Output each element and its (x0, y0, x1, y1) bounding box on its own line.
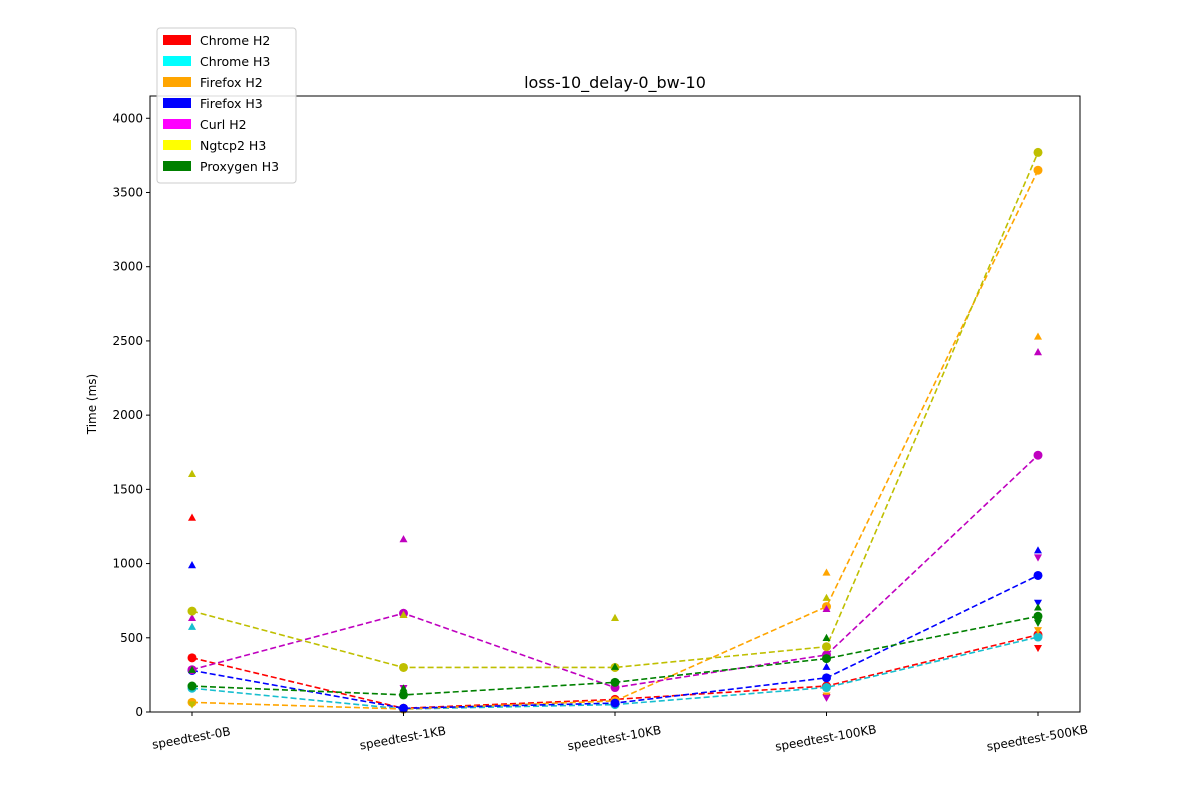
max-marker (1034, 332, 1042, 340)
max-marker (822, 633, 831, 641)
max-marker (822, 604, 831, 613)
min-marker (822, 694, 831, 702)
min-marker (1034, 627, 1042, 635)
legend-box (156, 27, 297, 184)
series-proxygen-h3 (187, 603, 1043, 700)
min-marker (188, 701, 196, 709)
plot-layer (187, 147, 1043, 714)
min-marker (1034, 619, 1042, 627)
max-marker (1034, 546, 1042, 554)
legend-swatch (163, 77, 191, 87)
max-marker (611, 662, 619, 670)
legend-swatch (163, 56, 191, 66)
mean-point (1033, 570, 1043, 580)
legend-swatch (163, 161, 191, 171)
legend-label: Firefox H2 (200, 75, 263, 90)
y-tick-label: 2500 (112, 334, 143, 348)
max-marker (188, 613, 196, 621)
y-tick-label: 1000 (112, 557, 143, 571)
legend-swatch (163, 98, 191, 108)
y-tick-label: 0 (135, 705, 143, 719)
mean-point (610, 677, 620, 687)
mean-point (187, 681, 197, 691)
mean-point (822, 642, 831, 652)
y-tick-label: 4000 (112, 111, 143, 125)
mean-point (1033, 165, 1043, 175)
mean-point (1033, 611, 1043, 621)
mean-point (399, 703, 408, 713)
max-marker (188, 469, 196, 477)
max-marker (188, 622, 196, 630)
y-tick-label: 2000 (112, 408, 143, 422)
max-marker (611, 613, 619, 621)
legend-label: Firefox H3 (200, 96, 263, 111)
y-tick-label: 1500 (112, 482, 143, 496)
mean-point (399, 662, 408, 672)
mean-point (1033, 632, 1043, 642)
mean-point (399, 690, 408, 700)
max-marker (188, 561, 196, 569)
max-marker (399, 535, 408, 543)
legend-swatch (163, 35, 191, 45)
legend-label: Ngtcp2 H3 (200, 138, 266, 153)
legend-label: Chrome H3 (200, 54, 270, 69)
legend-label: Curl H2 (200, 117, 247, 132)
y-tick-label: 3000 (112, 260, 143, 274)
mean-point (187, 653, 197, 663)
mean-point (187, 606, 197, 616)
y-axis-label: Time (ms) (85, 374, 99, 436)
max-marker (822, 593, 831, 601)
max-marker (399, 610, 408, 618)
legend-swatch (163, 119, 191, 129)
series-line (191, 634, 1039, 710)
mean-point (1033, 450, 1043, 460)
mean-point (822, 673, 831, 683)
mean-point (822, 683, 831, 693)
legend-swatch (163, 140, 191, 150)
min-marker (1034, 554, 1042, 562)
chart-title: loss-10_delay-0_bw-10 (524, 73, 706, 93)
max-marker (1034, 348, 1042, 356)
min-marker (1034, 599, 1042, 607)
legend-label: Chrome H2 (200, 33, 270, 48)
legend-label: Proxygen H3 (200, 159, 279, 174)
min-marker (1034, 644, 1042, 653)
y-tick-label: 500 (120, 631, 143, 645)
max-marker (822, 568, 831, 576)
max-marker (188, 513, 196, 521)
legend: Chrome H2 Chrome H3 Firefox H2 Firefox H3 Cu… (156, 27, 297, 184)
max-marker (822, 662, 831, 670)
mean-point (610, 698, 620, 708)
mean-point (1033, 147, 1043, 157)
y-tick-label: 3500 (112, 185, 143, 199)
mean-point (822, 654, 831, 664)
max-marker (399, 684, 408, 692)
max-marker (1034, 603, 1042, 611)
max-marker (188, 665, 196, 673)
series-line (191, 152, 1039, 669)
